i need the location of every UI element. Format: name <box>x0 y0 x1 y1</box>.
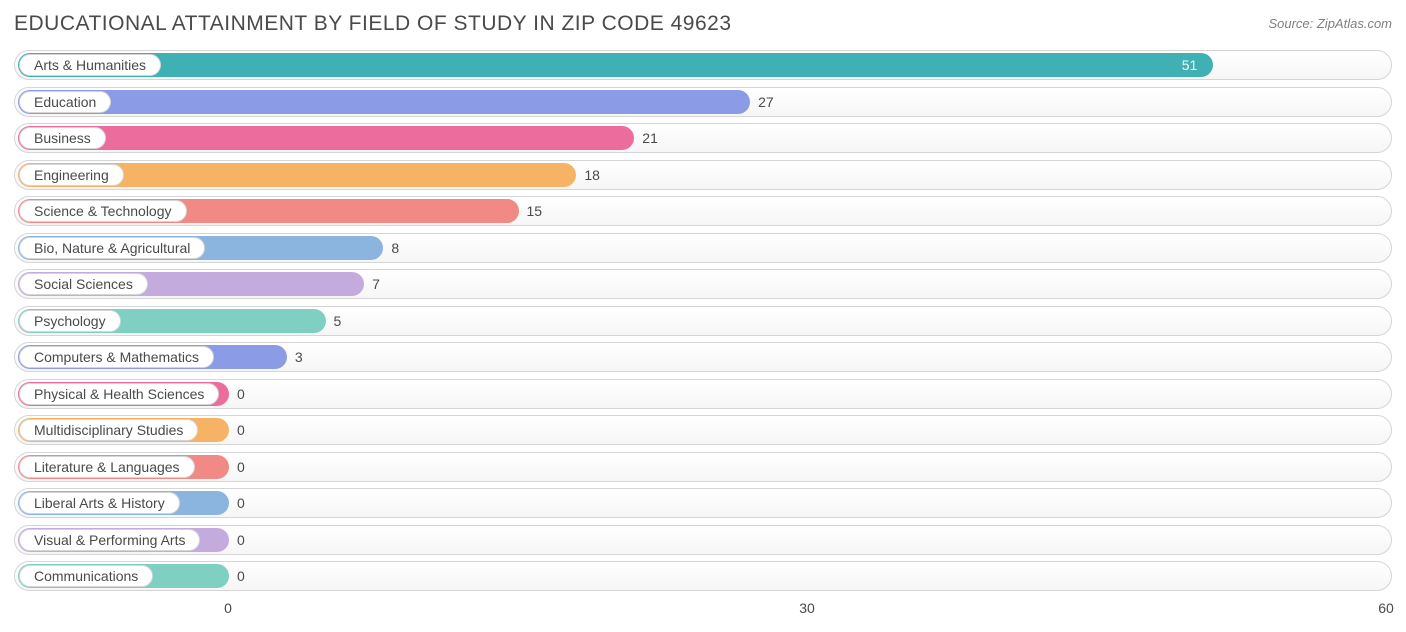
chart-row: Liberal Arts & History 0 <box>14 488 1392 518</box>
chart-row: Visual & Performing Arts 0 <box>14 525 1392 555</box>
chart-bar-label: Physical & Health Sciences <box>19 383 219 405</box>
chart-bar-value: 0 <box>237 562 245 590</box>
chart-bar-value: 0 <box>237 526 245 554</box>
x-axis-tick: 0 <box>224 600 232 616</box>
chart-bar-label: Social Sciences <box>19 273 148 295</box>
chart-bar-value: 3 <box>295 343 303 371</box>
chart-bar-value: 0 <box>237 416 245 444</box>
x-axis-tick: 30 <box>799 600 815 616</box>
chart-bar-label: Visual & Performing Arts <box>19 529 200 551</box>
chart-bar-value: 0 <box>237 489 245 517</box>
chart-row: Multidisciplinary Studies 0 <box>14 415 1392 445</box>
chart-bar-label: Multidisciplinary Studies <box>19 419 198 441</box>
chart-bar-value: 15 <box>527 197 543 225</box>
chart-bar-label: Engineering <box>19 164 124 186</box>
x-axis-tick: 60 <box>1378 600 1394 616</box>
chart-row: Science & Technology 15 <box>14 196 1392 226</box>
chart-bar-value: 0 <box>237 453 245 481</box>
chart-title: Educational Attainment by Field of Study… <box>14 12 732 36</box>
chart-header: Educational Attainment by Field of Study… <box>14 12 1392 36</box>
x-axis: 0 30 60 <box>14 598 1392 622</box>
chart-bar-value: 51 <box>1182 51 1198 79</box>
chart-bar-label: Literature & Languages <box>19 456 195 478</box>
chart-row: Arts & Humanities 51 <box>14 50 1392 80</box>
chart-row: Literature & Languages 0 <box>14 452 1392 482</box>
chart-row: Communications 0 <box>14 561 1392 591</box>
chart-row: Business 21 <box>14 123 1392 153</box>
chart-bar <box>18 53 1213 77</box>
chart-bar-label: Science & Technology <box>19 200 187 222</box>
chart-bar-value: 18 <box>584 161 600 189</box>
chart-source: Source: ZipAtlas.com <box>1268 12 1392 31</box>
chart-bar-label: Arts & Humanities <box>19 54 161 76</box>
chart-bar-value: 8 <box>391 234 399 262</box>
chart-bar-value: 0 <box>237 380 245 408</box>
chart-bar <box>18 126 634 150</box>
chart-bar-label: Liberal Arts & History <box>19 492 180 514</box>
chart-row: Physical & Health Sciences 0 <box>14 379 1392 409</box>
chart-row: Education 27 <box>14 87 1392 117</box>
chart-row: Computers & Mathematics 3 <box>14 342 1392 372</box>
chart-row: Social Sciences 7 <box>14 269 1392 299</box>
chart-row: Engineering 18 <box>14 160 1392 190</box>
chart-bar-label: Communications <box>19 565 153 587</box>
chart-bar-value: 5 <box>334 307 342 335</box>
chart-bar-value: 27 <box>758 88 774 116</box>
chart-bar-label: Bio, Nature & Agricultural <box>19 237 205 259</box>
chart-bar-value: 21 <box>642 124 658 152</box>
chart-bar-label: Business <box>19 127 106 149</box>
chart-bar-label: Education <box>19 91 111 113</box>
chart-bar-label: Psychology <box>19 310 121 332</box>
chart-bar <box>18 90 750 114</box>
chart-row: Psychology 5 <box>14 306 1392 336</box>
chart-bar-value: 7 <box>372 270 380 298</box>
bar-chart: Arts & Humanities 51 Education 27 Business 21… <box>14 50 1392 622</box>
chart-bar-label: Computers & Mathematics <box>19 346 214 368</box>
chart-row: Bio, Nature & Agricultural 8 <box>14 233 1392 263</box>
